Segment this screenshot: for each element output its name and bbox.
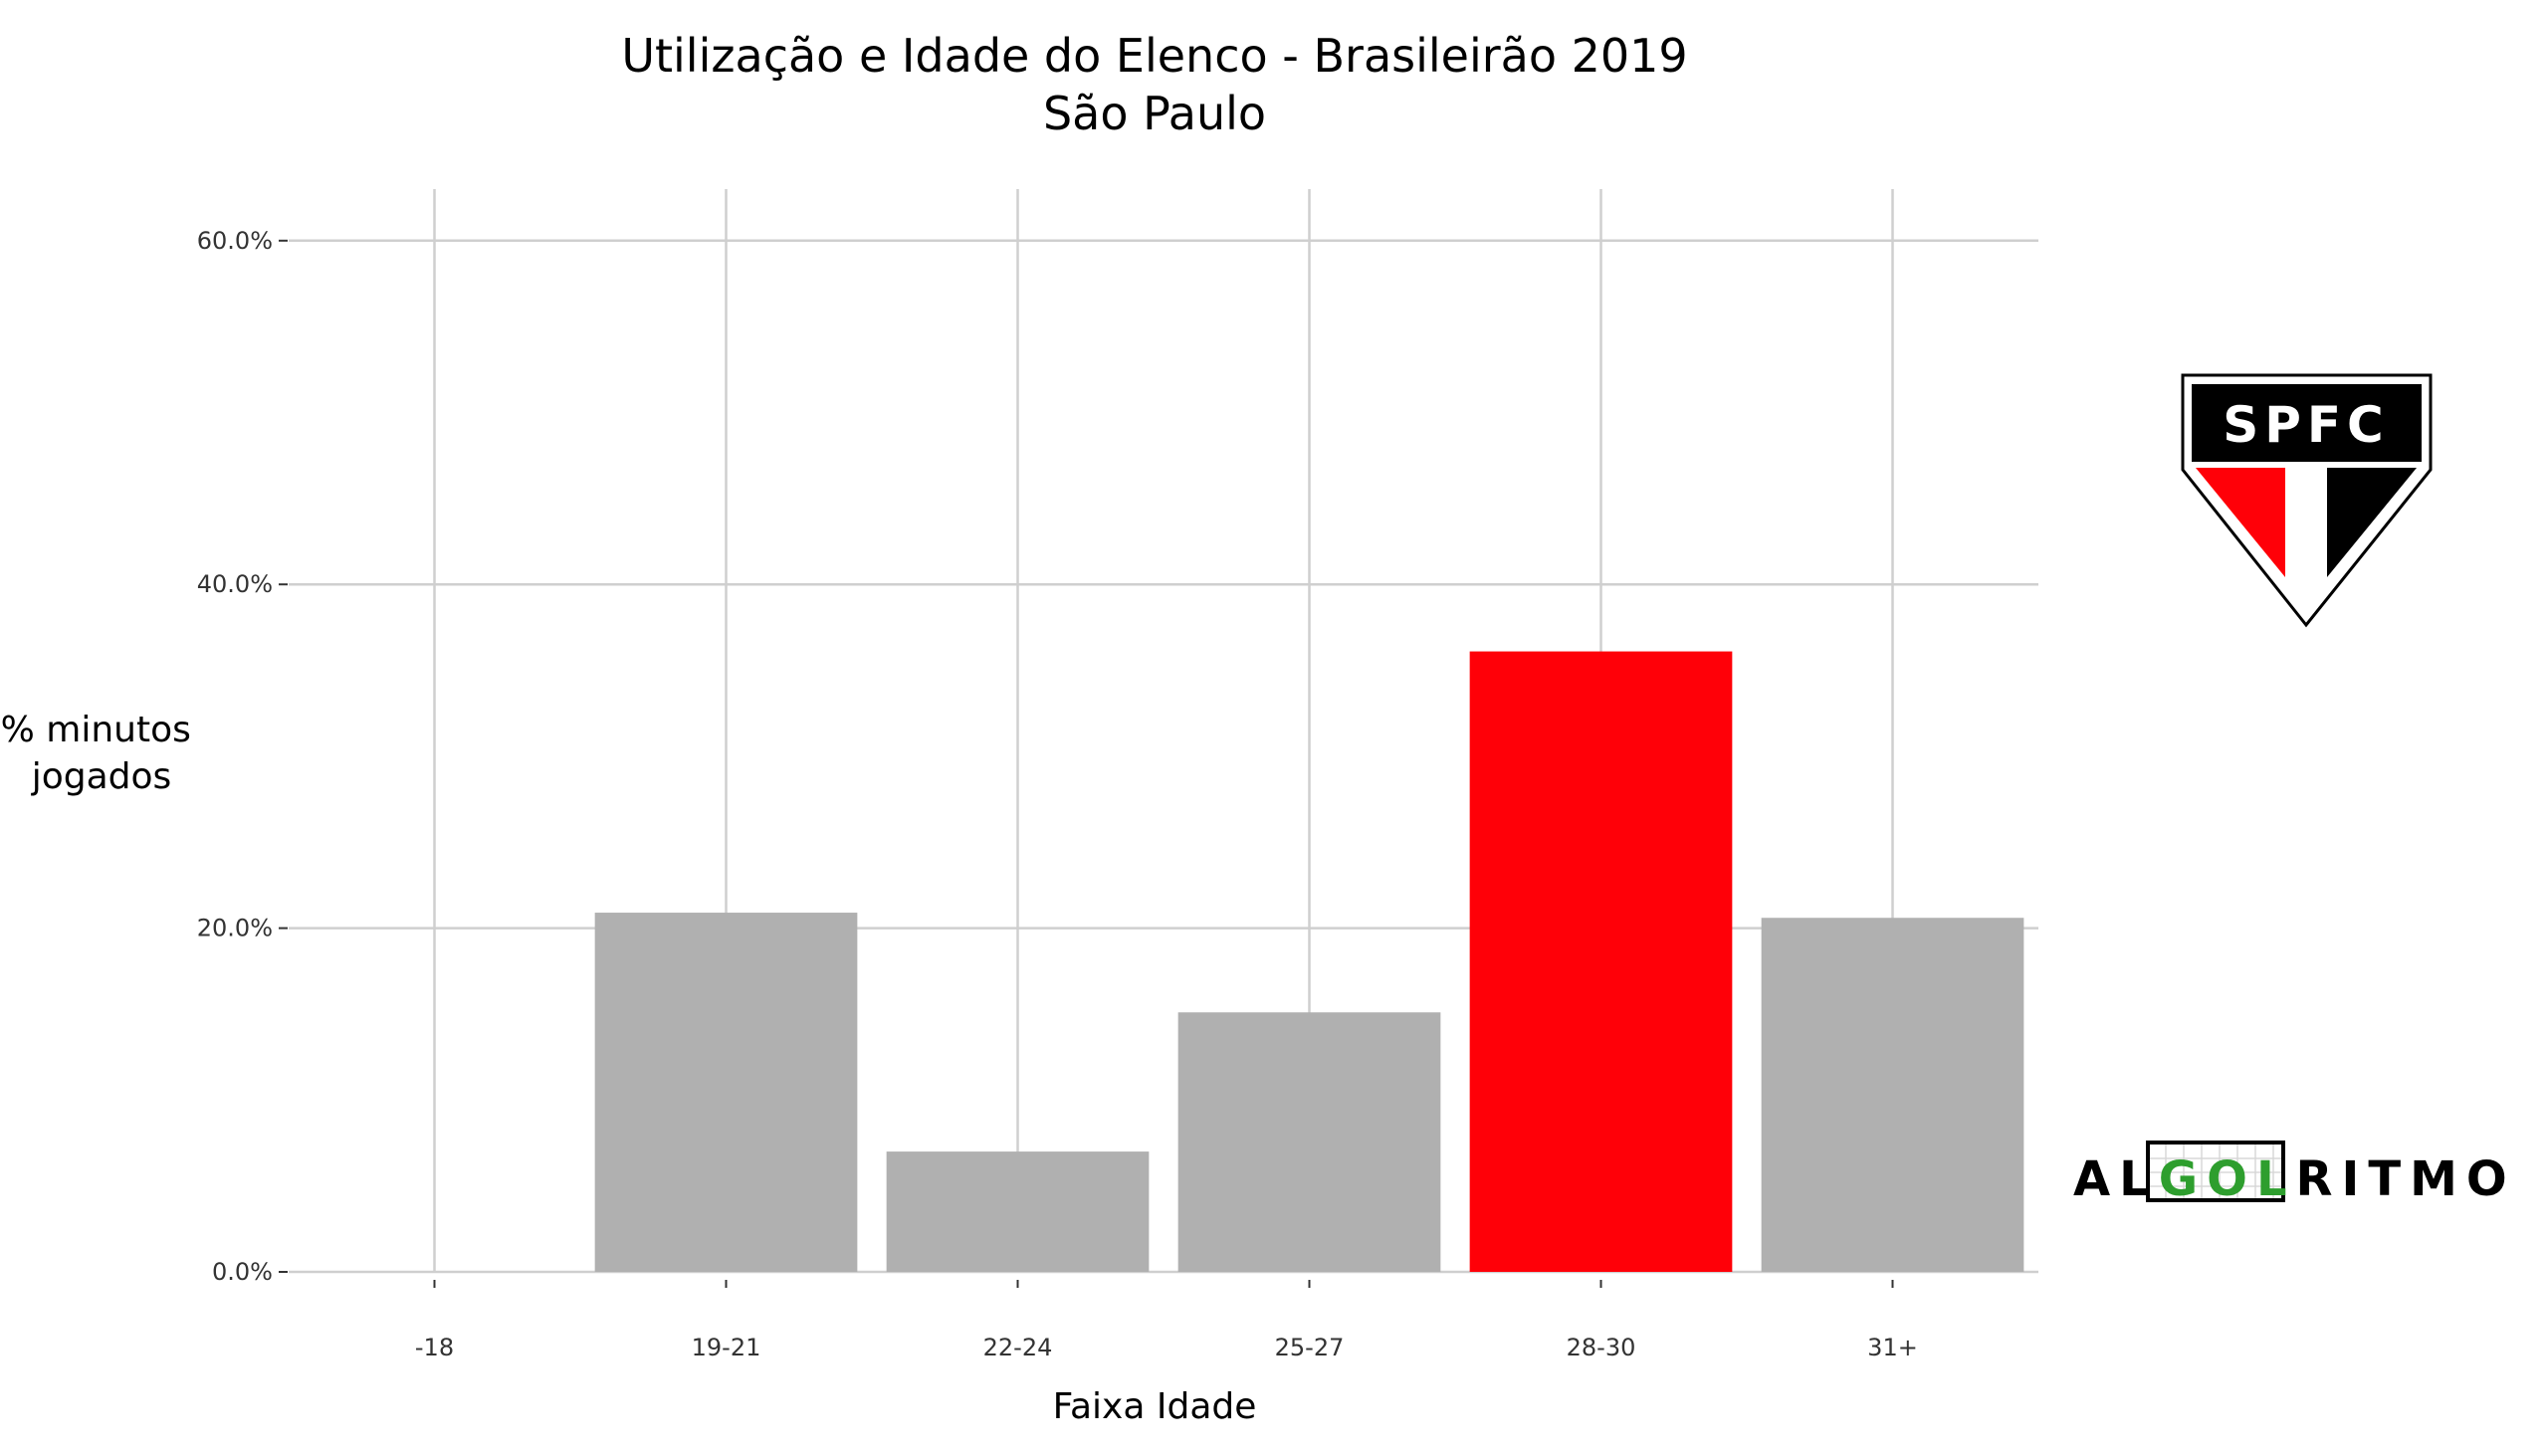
- brand-wordmark: ALGOLRITMO: [2073, 1151, 2516, 1207]
- chart-title: Utilização e Idade do Elenco - Brasileir…: [621, 29, 1687, 83]
- spfc-crest-logo: SPFC: [2181, 373, 2433, 628]
- y-tick-label: 40.0%: [197, 570, 273, 598]
- bars: [594, 651, 2024, 1272]
- y-axis-title: % minutos jogados: [1, 710, 203, 797]
- y-axis: 0.0% 20.0% 40.0% 60.0%: [197, 227, 288, 1286]
- horizontal-gridlines: [289, 239, 2038, 1274]
- brand-middle: GOL: [2159, 1151, 2296, 1207]
- x-axis: -18 19-21 22-24 25-27 28-30 31+: [415, 1280, 1918, 1361]
- x-tick-label: -18: [415, 1334, 454, 1361]
- brand-suffix: RITMO: [2296, 1151, 2516, 1207]
- x-tick-label: 28-30: [1567, 1334, 1636, 1361]
- crest-lettering: SPFC: [2223, 396, 2390, 454]
- y-tick-label: 60.0%: [197, 227, 273, 255]
- y-axis-title-line-2: jogados: [31, 756, 172, 797]
- chart-subtitle: São Paulo: [1043, 87, 1266, 140]
- brand-prefix: AL: [2073, 1151, 2159, 1207]
- x-tick-label: 19-21: [692, 1334, 761, 1361]
- y-tick-label: 20.0%: [197, 915, 273, 942]
- goal-net-icon: [2150, 1144, 2281, 1198]
- bar-25-27: [1177, 1012, 1441, 1272]
- bar-22-24: [886, 1151, 1150, 1272]
- x-axis-title: Faixa Idade: [1053, 1386, 1257, 1427]
- x-tick-label: 31+: [1867, 1334, 1918, 1361]
- y-tick-label: 0.0%: [212, 1258, 273, 1286]
- crest-black-field: [2327, 468, 2417, 577]
- x-tick-label: 25-27: [1275, 1334, 1345, 1361]
- bar-19-21: [594, 913, 858, 1272]
- bar-31+: [1761, 918, 2024, 1272]
- algolritmo-logo: ALGOLRITMO: [2073, 1141, 2516, 1207]
- y-axis-title-line-1: % minutos: [1, 710, 191, 750]
- crest-header-band: [2192, 384, 2422, 462]
- crest-red-field: [2196, 468, 2285, 577]
- bar-28-30: [1469, 651, 1733, 1272]
- goal-frame-icon: [2146, 1141, 2285, 1202]
- x-tick-label: 22-24: [983, 1334, 1053, 1361]
